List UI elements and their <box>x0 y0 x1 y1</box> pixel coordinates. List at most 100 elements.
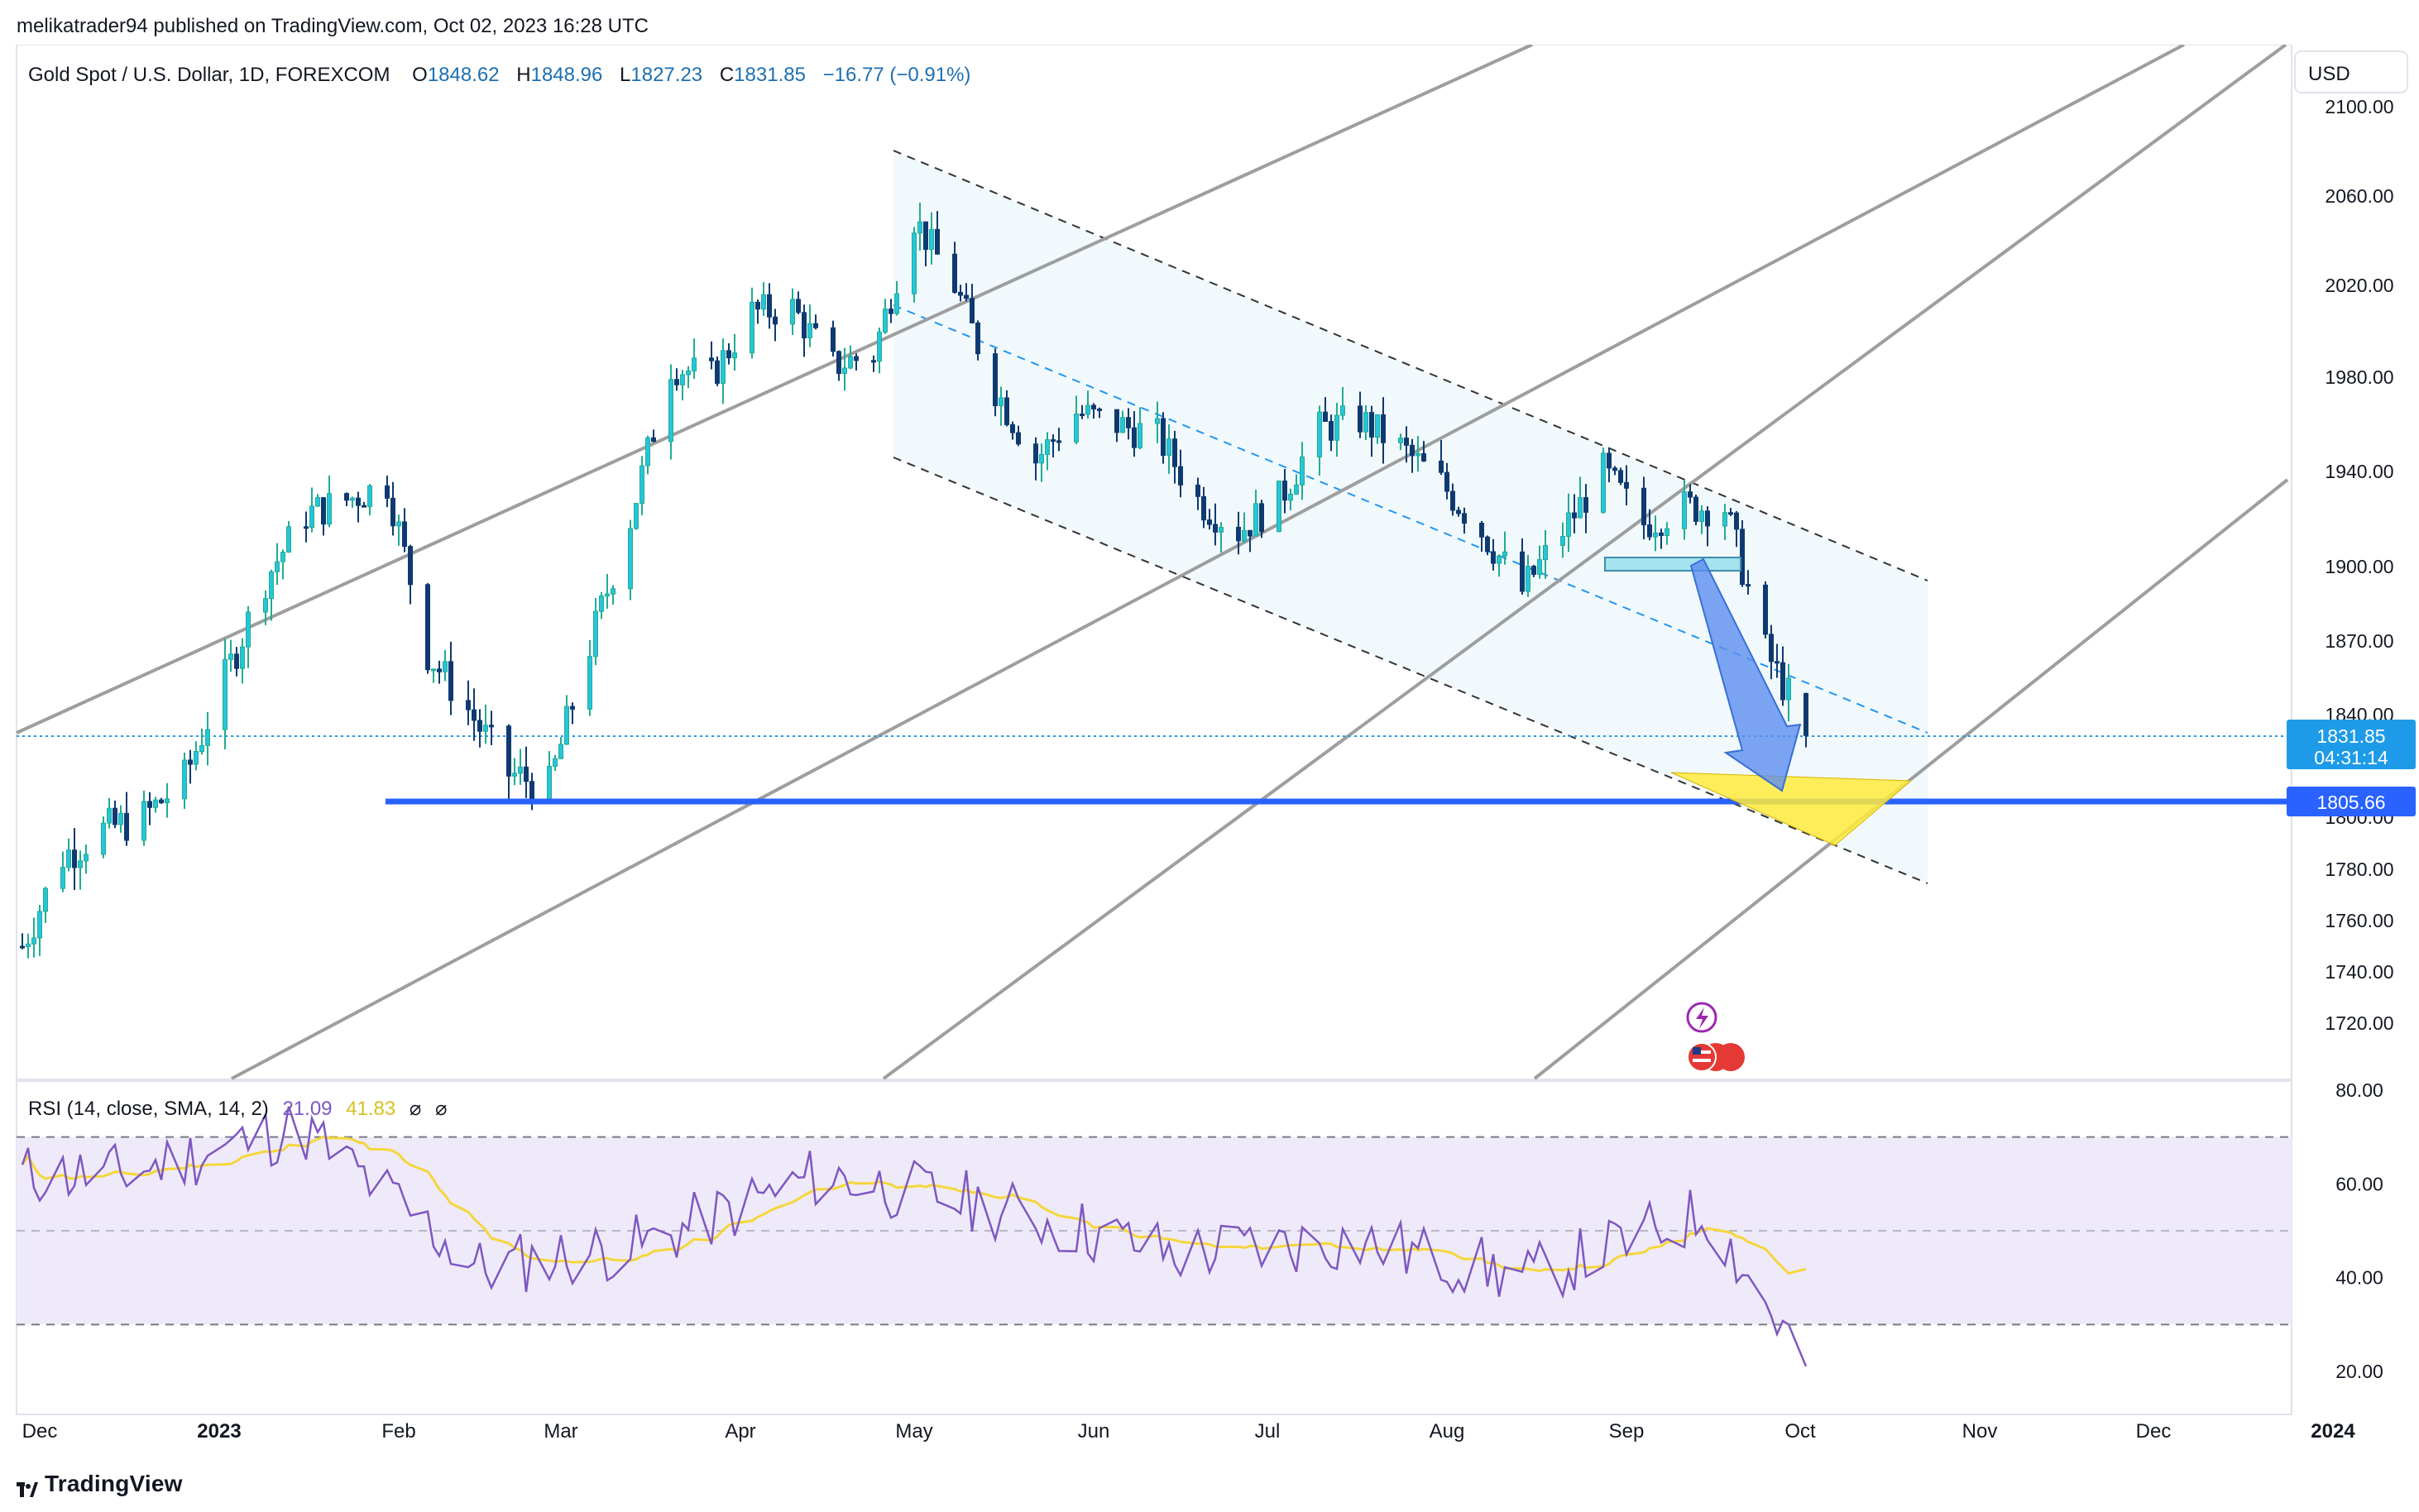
candle-body <box>37 911 42 939</box>
candle-body <box>1039 453 1044 464</box>
symbol-legend[interactable]: Gold Spot / U.S. Dollar, 1D, FOREXCOM O1… <box>28 64 970 86</box>
candle-body <box>280 552 285 562</box>
candle-body <box>101 822 106 855</box>
candle-body <box>605 593 610 597</box>
rsi-axis[interactable]: 80.00 60.00 40.00 20.00 <box>2335 1079 2383 1382</box>
candle-body <box>489 725 494 728</box>
candle-body <box>680 374 685 385</box>
candle-body <box>1120 417 1125 433</box>
candle-body <box>1531 566 1536 575</box>
candle-body <box>141 801 146 841</box>
candle-body <box>686 370 691 376</box>
candle-body <box>506 725 511 777</box>
candle-body <box>1317 411 1322 457</box>
candle-body <box>732 352 737 359</box>
time-tick-label: Oct <box>1784 1420 1816 1443</box>
candle-body <box>848 356 853 369</box>
rsi-legend-sma: 41.83 <box>346 1098 395 1120</box>
candle-body <box>1624 481 1629 489</box>
price-axis[interactable]: 2100.00 2060.00 2020.00 1980.00 1940.00 1900.… <box>2325 96 2393 1034</box>
candle-body <box>715 360 720 384</box>
rsi-legend[interactable]: RSI (14, close, SMA, 14, 2) 21.09 41.83 … <box>28 1098 448 1120</box>
candle-body <box>1775 661 1780 664</box>
candle-body <box>1682 491 1687 529</box>
candle-body <box>165 798 170 804</box>
candle-body <box>1803 692 1808 736</box>
candle-body <box>477 720 482 732</box>
candle-body <box>952 253 957 293</box>
candle-body <box>599 596 604 612</box>
time-tick-label: May <box>895 1420 932 1443</box>
candle-body <box>964 294 969 299</box>
candle-body <box>1566 512 1571 538</box>
event-icons[interactable] <box>1686 1002 1745 1072</box>
candle-body <box>60 867 65 889</box>
footer: TradingView <box>0 1464 2419 1512</box>
candle-body <box>1641 487 1646 526</box>
tradingview-brand[interactable]: TradingView <box>17 1471 183 1497</box>
candle-body <box>408 546 413 586</box>
candle-body <box>396 521 401 527</box>
asc-line-3[interactable] <box>882 45 2287 1080</box>
candle-body <box>1369 412 1374 438</box>
time-tick-label: Dec <box>22 1420 58 1443</box>
target-zone[interactable] <box>1670 772 1913 846</box>
candle-body <box>199 744 204 753</box>
currency-label[interactable]: USD <box>2308 63 2350 85</box>
candle-body <box>1033 443 1038 464</box>
ascending-channel-lines[interactable] <box>16 45 2289 1080</box>
price-tick-label: 1870.00 <box>2325 630 2393 652</box>
time-axis[interactable]: Dec 2023 Feb Mar Apr May Jun Jul Aug Sep Oct Nov Dec… <box>22 1420 2356 1443</box>
candle-body <box>1300 456 1305 486</box>
candle-body <box>1479 523 1484 538</box>
ohlc-change: −16.77 (−0.91%) <box>823 64 971 86</box>
candle-body <box>1526 566 1530 592</box>
candle-body <box>871 360 876 363</box>
candle-body <box>72 849 77 868</box>
resistance-zone[interactable] <box>1604 557 1741 572</box>
candle-body <box>929 228 934 251</box>
candle-body <box>448 661 453 701</box>
candle-body <box>1080 414 1085 417</box>
candle-body <box>1213 524 1218 533</box>
publisher-caption: melikatrader94 published on TradingView.… <box>17 15 649 37</box>
price-tick-label: 1740.00 <box>2325 961 2393 983</box>
candle-body <box>1114 409 1119 433</box>
currency-button[interactable]: USD <box>2294 50 2408 93</box>
candle-body <box>1004 397 1009 425</box>
candle-body <box>1091 404 1096 409</box>
candle-body <box>1665 528 1669 536</box>
candle-body <box>1323 411 1328 423</box>
channel-mid-line[interactable] <box>893 304 1928 734</box>
candle-body <box>558 744 563 759</box>
candle-body <box>26 943 31 947</box>
time-tick-label: 2023 <box>197 1420 241 1443</box>
candle-body <box>1543 544 1548 561</box>
asc-line-4[interactable] <box>1533 478 2289 1080</box>
candle-body <box>1381 414 1386 443</box>
candle-body <box>78 860 83 868</box>
candle-body <box>188 759 193 765</box>
chart-canvas[interactable]: Gold Spot / U.S. Dollar, 1D, FOREXCOM O1… <box>0 45 2419 1464</box>
channel-upper-line[interactable] <box>893 150 1928 581</box>
asc-line-1[interactable] <box>16 45 1533 734</box>
rsi-tick-label: 40.00 <box>2335 1267 2383 1289</box>
candle-body <box>234 653 239 669</box>
candle-body <box>726 350 731 359</box>
us-flag-event-icon[interactable] <box>1687 1042 1717 1072</box>
candle-body <box>1016 432 1021 445</box>
candle-body <box>286 526 291 553</box>
asc-line-2[interactable] <box>231 45 2185 1080</box>
candle-body <box>356 497 361 506</box>
candle-body <box>518 766 523 774</box>
candle-body <box>1166 438 1171 457</box>
candle-body <box>1201 495 1206 521</box>
candle-body <box>113 807 117 825</box>
candle-body <box>854 356 859 361</box>
candle-body <box>1491 551 1496 564</box>
channel-lower-line[interactable] <box>893 457 1928 884</box>
candle-body <box>529 781 534 800</box>
projection-arrow[interactable] <box>1689 557 1802 792</box>
candle-body <box>1763 584 1768 635</box>
candle-body <box>1583 497 1588 513</box>
